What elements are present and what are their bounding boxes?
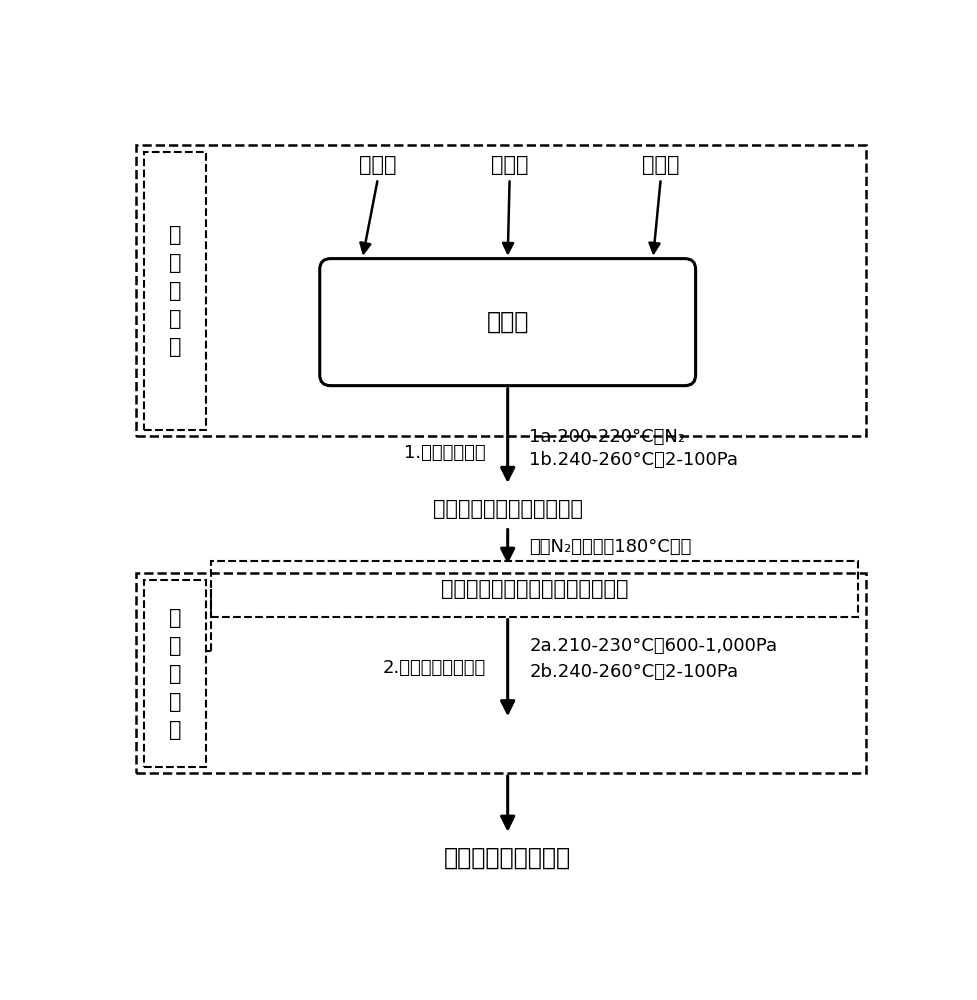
Text: 催化剂: 催化剂 <box>642 155 679 175</box>
Bar <box>136 573 867 773</box>
Bar <box>211 561 859 617</box>
Text: 二甲酸: 二甲酸 <box>360 155 397 175</box>
Text: 反应釜: 反应釜 <box>487 310 529 334</box>
Text: 具有一定分子量的聚酯硬段: 具有一定分子量的聚酯硬段 <box>433 499 582 519</box>
Text: 2a.210-230°C，600-1,000Pa: 2a.210-230°C，600-1,000Pa <box>530 637 778 655</box>
Text: 通入N₂，降温至180°C以下: 通入N₂，降温至180°C以下 <box>530 538 692 556</box>
Text: 1b.240-260°C，2-100Pa: 1b.240-260°C，2-100Pa <box>530 451 739 469</box>
Text: 2.聚醚酯弹性体合成: 2.聚醚酯弹性体合成 <box>383 659 486 677</box>
Text: 加入聚醚多元醇、抗氧剂和催化剂: 加入聚醚多元醇、抗氧剂和催化剂 <box>441 579 628 599</box>
Bar <box>136 145 867 436</box>
Text: 高性能聚醚酯弹性体: 高性能聚醚酯弹性体 <box>445 846 572 870</box>
Text: 第
二
步
投
料: 第 二 步 投 料 <box>169 608 181 740</box>
Text: 二元醇: 二元醇 <box>490 155 529 175</box>
Text: 1.聚酯硬段合成: 1.聚酯硬段合成 <box>404 444 486 462</box>
Text: 1a.200-220°C，N₂: 1a.200-220°C，N₂ <box>530 428 686 446</box>
Text: 2b.240-260°C，2-100Pa: 2b.240-260°C，2-100Pa <box>530 663 739 681</box>
Bar <box>144 580 206 767</box>
Bar <box>144 152 206 430</box>
Text: 第
一
步
投
料: 第 一 步 投 料 <box>169 225 181 357</box>
